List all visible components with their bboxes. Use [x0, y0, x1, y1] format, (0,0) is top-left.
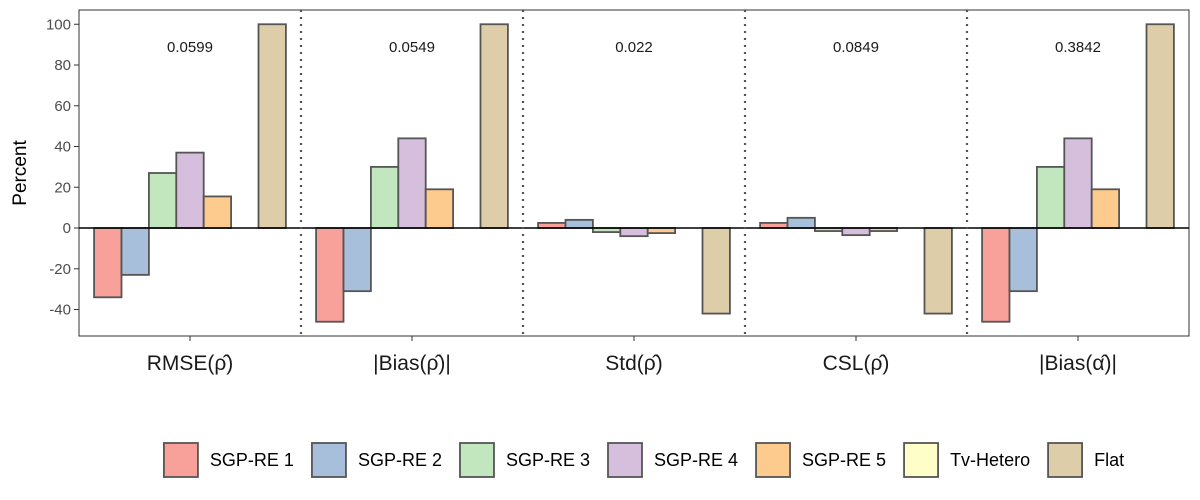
legend-label: SGP-RE 4 [654, 450, 738, 470]
annotation-label: 0.0549 [389, 39, 435, 56]
bar [1036, 165, 1066, 229]
legend-label: SGP-RE 2 [358, 450, 442, 470]
bar [424, 188, 455, 229]
annotation-label: 0.3842 [1055, 39, 1101, 56]
legend-swatch [311, 442, 347, 478]
y-tick-label: 80 [54, 57, 71, 74]
bar [981, 227, 1011, 323]
bar [397, 137, 427, 229]
x-tick-label: CSL(ρ̂) [823, 352, 890, 375]
bar [701, 227, 731, 315]
y-axis-label: Percent [10, 140, 31, 206]
x-tick-label: RMSE(ρ̂) [147, 352, 234, 375]
bar [619, 227, 649, 238]
bar [786, 216, 816, 229]
legend-item: Flat [1047, 442, 1124, 478]
bar [537, 222, 567, 229]
legend-swatch [755, 442, 791, 478]
legend-item: SGP-RE 4 [607, 442, 738, 478]
legend-item: SGP-RE 5 [755, 442, 886, 478]
bar [646, 227, 677, 234]
x-tick-label: |Bias(α̂)| [1039, 352, 1117, 375]
y-tick-label: 20 [54, 179, 71, 196]
legend-label: Tv-Hetero [950, 450, 1030, 470]
bar [841, 227, 871, 237]
bar [342, 227, 372, 293]
legend-swatch [163, 442, 199, 478]
annotation-label: 0.022 [615, 39, 653, 56]
legend: SGP-RE 1 SGP-RE 2 SGP-RE 3 SGP-RE 4 SGP-RE 5… [163, 442, 1124, 478]
legend-label: SGP-RE 5 [802, 450, 886, 470]
x-tick-label: |Bias(ρ̂)| [373, 352, 451, 375]
bar [564, 218, 594, 229]
annotation-label: 0.0849 [833, 39, 879, 56]
bar [923, 227, 953, 315]
bar [175, 151, 205, 229]
bar [1145, 23, 1175, 229]
y-tick-label: -20 [49, 261, 71, 278]
bar [257, 23, 287, 229]
bar [1008, 227, 1038, 293]
legend-item: SGP-RE 1 [163, 442, 294, 478]
bar [759, 222, 789, 229]
bar [202, 195, 232, 229]
bar [1063, 137, 1093, 229]
legend-swatch [1047, 442, 1083, 478]
y-tick-label: 60 [54, 98, 71, 115]
bar [369, 165, 400, 229]
bar [120, 227, 150, 276]
y-tick-label: 40 [54, 139, 71, 156]
bar [315, 227, 345, 323]
legend-swatch [903, 442, 939, 478]
legend-label: SGP-RE 1 [210, 450, 294, 470]
bar [479, 23, 509, 229]
legend-item: SGP-RE 3 [459, 442, 590, 478]
bar [147, 172, 178, 229]
legend-swatch [459, 442, 495, 478]
legend-label: SGP-RE 3 [506, 450, 590, 470]
bar [1090, 188, 1120, 229]
legend-item: Tv-Hetero [903, 442, 1030, 478]
bar [93, 227, 123, 299]
y-tick-label: -40 [49, 302, 71, 319]
legend-label: Flat [1094, 450, 1124, 470]
legend-item: SGP-RE 2 [311, 442, 442, 478]
annotation-label: 0.0599 [167, 39, 213, 56]
x-tick-label: Std(ρ̂) [605, 352, 662, 375]
legend-swatch [607, 442, 643, 478]
y-tick-label: 0 [63, 220, 71, 237]
y-tick-label: 100 [46, 16, 71, 33]
